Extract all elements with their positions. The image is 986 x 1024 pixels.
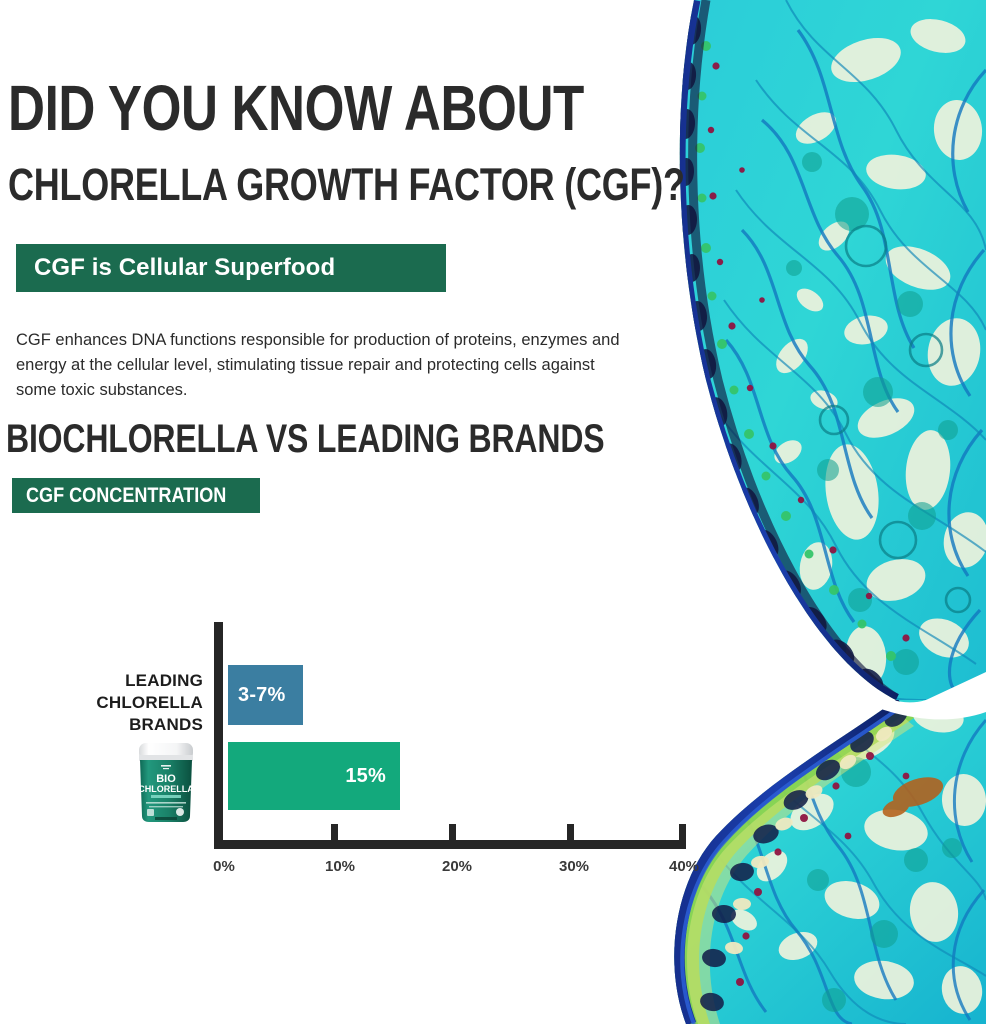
x-tick-label-10: 10% xyxy=(324,858,356,875)
chart-y-axis xyxy=(214,622,223,849)
bar-value-label-leading: 3-7% xyxy=(238,683,286,706)
page-title-line2: CHLORELLA GROWTH FACTOR (CGF)? xyxy=(8,159,685,210)
bar-value-label-biochlorella: 15% xyxy=(345,764,386,787)
page-title-line1: DID YOU KNOW ABOUT xyxy=(8,72,584,144)
category-label-line1: LEADING xyxy=(125,671,203,690)
x-tick-label-40: 40% xyxy=(668,858,700,875)
x-tick-label-20: 20% xyxy=(441,858,473,875)
biochlorella-product-jar: BIO CHLORELLA xyxy=(135,737,197,825)
superfood-badge: CGF is Cellular Superfood xyxy=(16,244,446,292)
content-column: DID YOU KNOW ABOUT CHLORELLA GROWTH FACT… xyxy=(0,72,700,900)
bar-leading-chlorella-brands: 3-7% xyxy=(228,665,303,725)
comparison-heading: BIOCHLORELLA VS LEADING BRANDS xyxy=(6,417,605,461)
cgf-concentration-bar-chart: LEADING CHLORELLA BRANDS 3-7% 15% 0% 10%… xyxy=(0,600,700,900)
chart-tick-40 xyxy=(679,824,686,840)
bar-biochlorella: 15% xyxy=(228,742,400,810)
chart-tick-20 xyxy=(449,824,456,840)
cgf-concentration-badge: CGF CONCENTRATION xyxy=(12,478,260,513)
chart-tick-10 xyxy=(331,824,338,840)
category-label-line2: CHLORELLA BRANDS xyxy=(96,693,203,734)
chart-tick-30 xyxy=(567,824,574,840)
x-tick-label-0: 0% xyxy=(213,858,235,875)
cgf-concentration-badge-label: CGF CONCENTRATION xyxy=(26,483,227,507)
x-tick-label-30: 30% xyxy=(558,858,590,875)
jar-brand-line2: CHLORELLA xyxy=(138,784,194,794)
superfood-badge-label: CGF is Cellular Superfood xyxy=(34,254,336,281)
callout-body-text: CGF enhances DNA functions responsible f… xyxy=(16,330,620,399)
jar-brand-line1: BIO xyxy=(156,773,176,785)
category-label-leading-brands: LEADING CHLORELLA BRANDS xyxy=(33,670,203,736)
chart-x-axis xyxy=(214,840,686,849)
